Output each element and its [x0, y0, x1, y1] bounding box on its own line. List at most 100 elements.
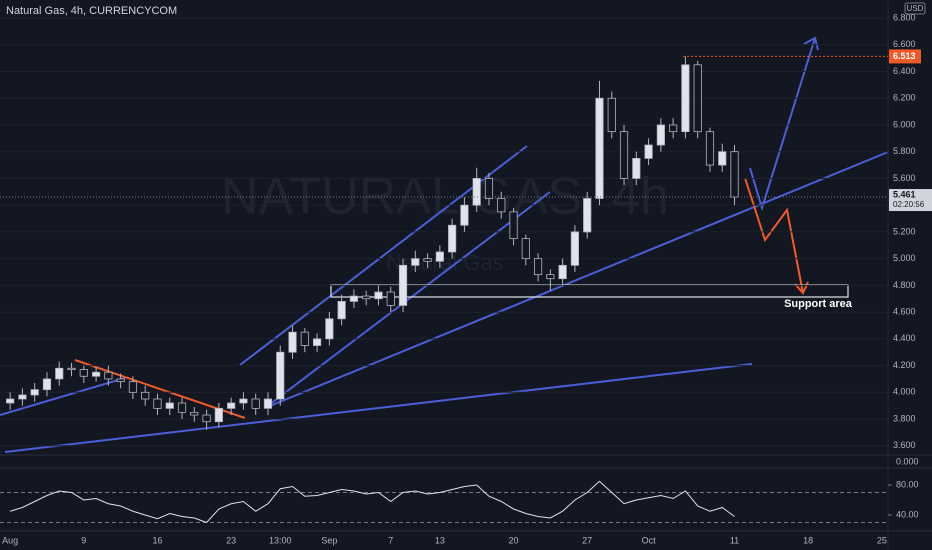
candle-body — [55, 367, 64, 380]
candle-body — [239, 398, 248, 404]
high-marker-label: 6.513 — [893, 51, 916, 61]
candle-body — [693, 64, 702, 133]
trendline — [4, 363, 753, 453]
candle-body — [116, 378, 125, 383]
candle-body — [153, 398, 162, 409]
candle-body — [521, 238, 530, 260]
rsi-line — [9, 480, 735, 524]
volume-tick-label: 0.000 — [896, 456, 919, 466]
last-price-label: 5.461 — [893, 189, 916, 199]
y-tick-label: 4.600 — [893, 306, 916, 316]
x-tick-label: 18 — [803, 535, 813, 545]
trendline — [264, 191, 551, 409]
last-price-box — [889, 189, 932, 212]
x-tick-label: 11 — [730, 535, 739, 545]
candle-body — [374, 291, 383, 300]
candle-body — [423, 258, 432, 262]
candle-body — [312, 338, 322, 346]
currency: USD — [907, 4, 924, 13]
candle-body — [92, 371, 101, 377]
candle-body — [730, 151, 739, 198]
countdown: 02:20:56 — [893, 200, 925, 209]
candle-body — [300, 331, 309, 346]
x-tick-label: 13 — [435, 535, 445, 545]
x-tick-label: 20 — [509, 535, 519, 545]
candle-body — [484, 178, 494, 199]
candle-body — [619, 131, 629, 179]
y-tick-label: 3.800 — [893, 413, 916, 423]
rsi-tick-label: 40.00 — [896, 509, 919, 519]
candle-body — [595, 97, 604, 199]
x-tick-label: 25 — [877, 535, 887, 545]
candle-body — [325, 318, 334, 340]
candle-body — [718, 151, 727, 166]
candle-body — [570, 231, 580, 266]
candle-body — [177, 402, 187, 413]
y-tick-label: 4.000 — [893, 387, 916, 397]
candle-body — [104, 371, 113, 380]
candle-body — [67, 367, 76, 370]
candle-body — [681, 64, 690, 133]
candle-body — [165, 402, 174, 409]
candle-body — [411, 258, 420, 266]
y-tick-label: 6.400 — [893, 66, 916, 76]
candle-body — [497, 198, 506, 213]
candle-body — [349, 295, 359, 302]
candle-body — [128, 381, 138, 393]
candle-body — [263, 398, 273, 409]
candle-body — [288, 331, 297, 353]
candle-body — [460, 204, 469, 226]
candle-body — [202, 414, 211, 423]
high-marker-box — [889, 49, 921, 64]
x-tick-label: 13:00 — [269, 535, 292, 545]
candle-body — [6, 398, 15, 404]
candle-body — [546, 274, 555, 280]
y-tick-label: 5.000 — [893, 253, 916, 263]
candle-body — [362, 295, 371, 300]
candle-body — [583, 198, 592, 233]
candle-body — [42, 378, 52, 391]
candle-body — [251, 398, 260, 409]
arrow-path — [744, 177, 804, 294]
candle-body — [337, 301, 346, 320]
candle-body — [79, 369, 88, 377]
y-tick-label: 6.600 — [893, 39, 916, 49]
candle-body — [30, 389, 39, 396]
candle-body — [141, 391, 150, 400]
x-tick-label: 16 — [152, 535, 162, 545]
arrow-path — [749, 37, 816, 212]
candle-body — [398, 264, 408, 306]
candle-body — [190, 411, 199, 416]
candle-body — [386, 291, 395, 306]
y-tick-label: 5.800 — [893, 146, 916, 156]
y-tick-label: 4.200 — [893, 360, 916, 370]
candle-body — [448, 224, 457, 253]
candle-body — [644, 144, 653, 159]
currency-box — [904, 2, 926, 15]
x-tick-label: 27 — [582, 535, 592, 545]
y-tick-label: 6.000 — [893, 119, 916, 129]
x-tick-label: Sep — [321, 535, 337, 545]
candle-body — [705, 131, 715, 166]
candle-body — [534, 258, 543, 276]
candle-body — [632, 157, 641, 179]
candle-body — [656, 124, 665, 146]
y-tick-label: 5.200 — [893, 226, 916, 236]
x-tick-label: Aug — [2, 535, 18, 545]
y-tick-label: 4.400 — [893, 333, 916, 343]
candle-body — [509, 211, 518, 239]
candle-body — [669, 124, 678, 133]
rsi-tick-label: 80.00 — [896, 479, 919, 489]
candle-body — [18, 394, 27, 400]
x-tick-label: 9 — [81, 535, 86, 545]
x-tick-label: Oct — [642, 535, 657, 545]
y-tick-label: 3.600 — [893, 440, 916, 450]
candle-body — [227, 402, 236, 409]
candle-body — [472, 178, 481, 206]
candle-body — [558, 264, 567, 280]
chart-title: Natural Gas, 4h, CURRENCYCOM — [6, 5, 177, 17]
arrow-head — [803, 36, 819, 51]
candle-body — [435, 251, 444, 262]
